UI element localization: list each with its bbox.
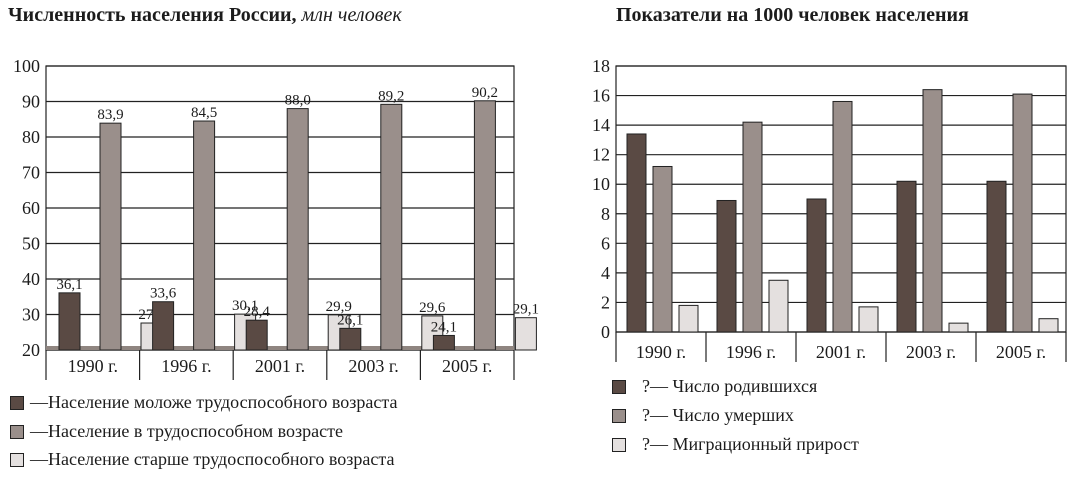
bar — [432, 334, 455, 351]
bar — [286, 108, 309, 351]
y-tick-label: 80 — [22, 127, 40, 147]
bar — [1038, 318, 1059, 333]
y-tick-label: 14 — [592, 115, 610, 135]
y-tick-label: 8 — [601, 204, 610, 224]
legend-label-deaths: ?— Число умерших — [642, 405, 794, 425]
legend-swatch-migration — [612, 437, 626, 452]
bar — [806, 198, 827, 333]
legend-swatch-old — [10, 452, 24, 467]
x-tick-label: 2001 г. — [255, 356, 305, 376]
x-tick-label: 1990 г. — [68, 356, 118, 376]
y-tick-label: 4 — [601, 263, 610, 283]
bar — [742, 121, 763, 333]
data-label: 28,4 — [244, 304, 271, 320]
bar — [58, 292, 81, 351]
y-tick-label: 10 — [592, 174, 610, 194]
legend-swatch-working — [10, 424, 24, 439]
bar — [339, 327, 362, 351]
x-tick-label: 1990 г. — [636, 342, 686, 362]
legend-label-migration: ?— Миграционный прирост — [642, 434, 859, 454]
legend-swatch-young — [10, 395, 24, 410]
bar — [832, 100, 853, 333]
data-label: 84,5 — [191, 105, 217, 121]
legend-label-young: —Население моложе трудоспособного возрас… — [30, 392, 398, 412]
y-tick-label: 12 — [592, 145, 610, 165]
x-tick-label: 2003 г. — [906, 342, 956, 362]
bar — [99, 122, 122, 351]
x-tick-label: 1996 г. — [161, 356, 211, 376]
x-tick-label: 2005 г. — [442, 356, 492, 376]
chart-2-title: Показатели на 1000 человек населения — [616, 4, 969, 26]
data-label: 88,0 — [285, 93, 311, 109]
chart-2-legend-item-births: ?— Число родившихся — [612, 376, 817, 397]
y-tick-label: 50 — [22, 234, 40, 254]
data-label: 89,2 — [378, 88, 404, 104]
bar — [986, 180, 1007, 333]
bar — [473, 100, 496, 351]
data-label: 29,1 — [513, 302, 539, 318]
data-label: 29,6 — [419, 300, 446, 316]
x-tick-label: 1996 г. — [726, 342, 776, 362]
plot-floor — [46, 346, 514, 350]
legend-label-births: ?— Число родившихся — [642, 376, 818, 396]
bar — [922, 89, 943, 333]
bar — [896, 180, 917, 333]
chart-1-title-main: Численность населения России, — [8, 4, 297, 26]
y-tick-label: 18 — [592, 56, 610, 76]
bar — [768, 279, 789, 333]
y-tick-label: 40 — [22, 269, 40, 289]
data-label: 33,6 — [150, 286, 177, 302]
y-tick-label: 16 — [592, 86, 610, 106]
bar — [626, 133, 647, 333]
x-tick-label: 2005 г. — [996, 342, 1046, 362]
bar — [514, 317, 537, 351]
data-label: 24,1 — [431, 319, 457, 335]
x-tick-label: 2001 г. — [816, 342, 866, 362]
y-tick-label: 100 — [13, 56, 40, 76]
bar — [678, 304, 699, 333]
chart-1-legend-item-young: —Население моложе трудоспособного возрас… — [10, 392, 397, 413]
bar — [716, 199, 737, 333]
bar — [858, 306, 879, 333]
bar — [245, 319, 268, 351]
chart-1-legend-item-working: —Население в трудоспособном возрасте — [10, 421, 343, 442]
chart-2-legend-item-migration: ?— Миграционный прирост — [612, 434, 859, 455]
data-label: 83,9 — [97, 107, 123, 123]
y-tick-label: 6 — [601, 233, 610, 253]
legend-swatch-births — [612, 379, 626, 394]
bar — [948, 322, 969, 333]
chart-2-legend-item-deaths: ?— Число умерших — [612, 405, 794, 426]
legend-label-working: —Население в трудоспособном возрасте — [30, 421, 343, 441]
legend-label-old: —Население старше трудоспособного возрас… — [30, 449, 395, 469]
legend-swatch-deaths — [612, 408, 626, 423]
y-tick-label: 70 — [22, 163, 40, 183]
bar — [193, 120, 216, 351]
y-tick-label: 90 — [22, 92, 40, 112]
chart-1-title-unit: млн человек — [301, 4, 402, 26]
bar — [380, 103, 403, 351]
chart-1-legend-item-old: —Население старше трудоспособного возрас… — [10, 449, 394, 470]
y-tick-label: 60 — [22, 198, 40, 218]
y-tick-label: 30 — [22, 305, 40, 325]
data-label: 29,9 — [326, 299, 352, 315]
y-tick-label: 20 — [22, 340, 40, 360]
bar — [652, 165, 673, 333]
chart-1-title: Численность населения России, млн челове… — [8, 4, 402, 27]
data-label: 26,1 — [337, 312, 363, 328]
x-tick-label: 2003 г. — [348, 356, 398, 376]
y-tick-label: 2 — [601, 292, 610, 312]
bar — [152, 301, 175, 351]
data-label: 36,1 — [56, 277, 82, 293]
data-label: 30,1 — [232, 298, 258, 314]
data-label: 90,2 — [472, 85, 498, 101]
y-tick-label: 0 — [601, 322, 610, 342]
bar — [1012, 93, 1033, 333]
